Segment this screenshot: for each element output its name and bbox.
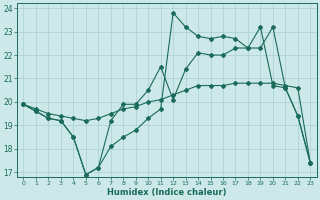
X-axis label: Humidex (Indice chaleur): Humidex (Indice chaleur): [107, 188, 227, 197]
